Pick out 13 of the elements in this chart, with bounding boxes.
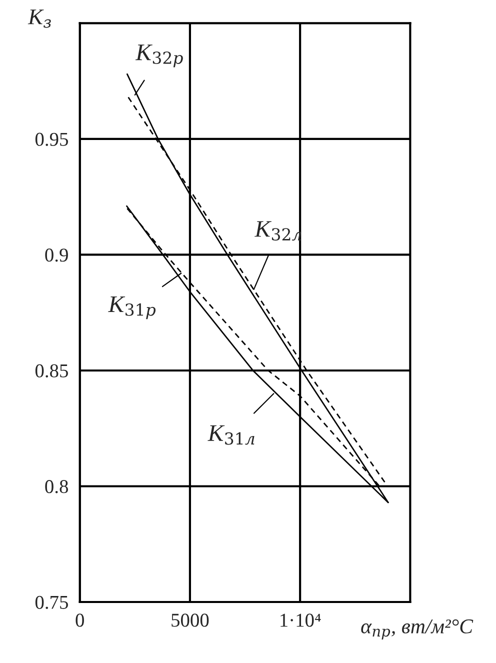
x-axis-title: α$_{пр}$, вт/м²°C — [361, 619, 474, 640]
y-tick-label: 0.9 — [45, 248, 68, 262]
x-tick-label: 5000 — [172, 614, 209, 627]
y-tick-label: 0.75 — [35, 596, 68, 610]
annotation: K$_{31р}$ — [108, 296, 156, 320]
x-tick-label: 1·10⁴ — [280, 614, 321, 627]
y-tick-label: 0.8 — [45, 480, 68, 494]
y-axis-title: K$_{з}$ — [28, 10, 51, 28]
annotation: K$_{31л}$ — [208, 425, 254, 445]
annotation: K$_{32р}$ — [135, 44, 183, 68]
y-tick-label: 0.95 — [35, 132, 68, 146]
y-tick-label: 0.85 — [35, 364, 68, 378]
x-tick-label: 0 — [76, 614, 84, 627]
